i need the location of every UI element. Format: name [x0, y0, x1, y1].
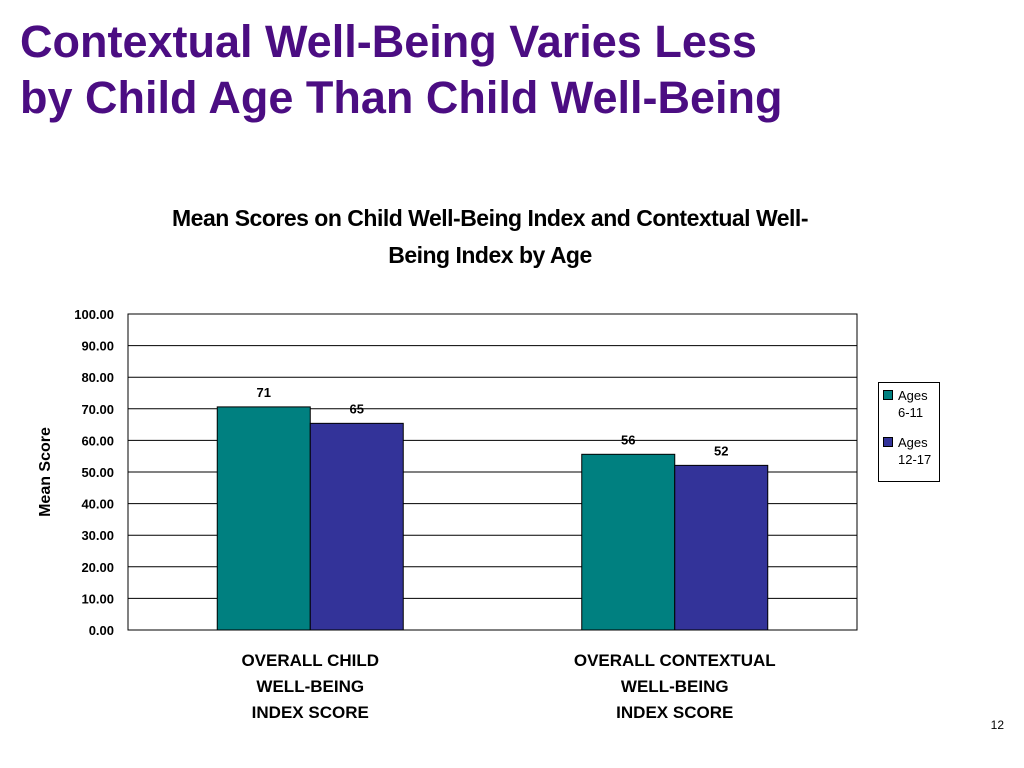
data-label: 52	[714, 443, 728, 458]
legend-label: Ages 6-11	[898, 387, 940, 421]
legend-swatch-ages-12-17	[883, 437, 893, 447]
slide-title-line: by Child Age Than Child Well-Being	[20, 72, 783, 123]
x-category-label: OVERALL CONTEXTUAL	[574, 651, 776, 670]
slide-title: Contextual Well-Being Varies Less by Chi…	[20, 14, 1000, 126]
legend-label-line: 6-11	[898, 405, 924, 420]
y-tick-label: 80.00	[81, 370, 114, 385]
y-tick-label: 40.00	[81, 497, 114, 512]
slide-title-line: Contextual Well-Being Varies Less	[20, 16, 757, 67]
chart-title-line: Being Index by Age	[388, 242, 592, 268]
y-tick-label: 70.00	[81, 402, 114, 417]
bar	[309, 422, 404, 631]
legend-swatch-ages-6-11	[883, 390, 893, 400]
x-category-label: WELL-BEING	[621, 677, 729, 696]
y-tick-label: 20.00	[81, 560, 114, 575]
x-category-label: INDEX SCORE	[252, 703, 369, 722]
legend-label: Ages 12-17	[898, 434, 940, 468]
x-category-label: WELL-BEING	[256, 677, 364, 696]
y-tick-label: 50.00	[81, 465, 114, 480]
legend-label-line: Ages	[898, 388, 928, 403]
bar	[581, 453, 676, 631]
legend-label-line: Ages	[898, 435, 928, 450]
plot-area-border	[127, 313, 858, 631]
legend-label-line: 12-17	[898, 452, 932, 467]
y-tick-label: 30.00	[81, 528, 114, 543]
data-label: 71	[257, 385, 271, 400]
y-axis-label: Mean Score	[37, 427, 54, 517]
x-category-label: INDEX SCORE	[616, 703, 733, 722]
x-category-label: OVERALL CHILD	[241, 651, 379, 670]
y-tick-label: 100.00	[74, 307, 114, 322]
y-tick-label: 90.00	[81, 339, 114, 354]
data-label: 65	[350, 401, 364, 416]
data-label: 56	[621, 432, 635, 447]
y-tick-label: 0.00	[89, 623, 114, 638]
chart-title-line: Mean Scores on Child Well-Being Index an…	[172, 205, 808, 231]
y-tick-label: 10.00	[81, 591, 114, 606]
bar	[216, 406, 311, 631]
y-tick-label: 60.00	[81, 433, 114, 448]
chart-title: Mean Scores on Child Well-Being Index an…	[90, 200, 890, 274]
bar	[674, 464, 769, 631]
page-number: 12	[990, 718, 1004, 732]
chart-legend: Ages 6-11 Ages 12-17	[878, 382, 940, 482]
